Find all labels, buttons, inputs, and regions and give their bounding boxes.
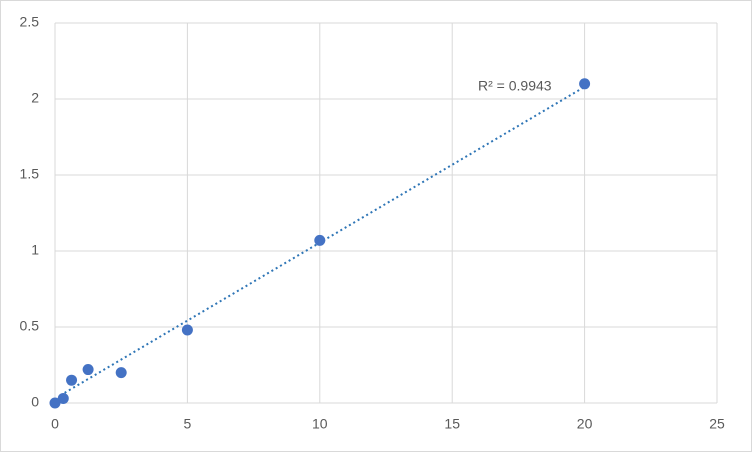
- y-tick-label: 2: [31, 90, 39, 106]
- x-tick-label: 20: [577, 416, 593, 432]
- x-tick-label: 15: [444, 416, 460, 432]
- trendline: [59, 85, 586, 397]
- x-tick-label: 5: [184, 416, 192, 432]
- y-tick-label: 1.5: [20, 166, 40, 182]
- data-point: [314, 234, 326, 246]
- data-point: [181, 324, 193, 336]
- y-tick-label: 2.5: [20, 14, 40, 30]
- data-point: [57, 392, 69, 404]
- y-tick-label: 0: [31, 394, 39, 410]
- data-point: [115, 367, 127, 379]
- data-point: [49, 397, 61, 409]
- data-point: [579, 78, 591, 90]
- y-tick-label: 1: [31, 242, 39, 258]
- data-point: [66, 374, 78, 386]
- annotation: R² = 0.9943: [478, 78, 552, 94]
- x-tick-label: 0: [51, 416, 59, 432]
- x-tick-label: 25: [709, 416, 725, 432]
- y-tick-label: 0.5: [20, 318, 40, 334]
- data-point: [82, 364, 94, 376]
- x-tick-label: 10: [312, 416, 328, 432]
